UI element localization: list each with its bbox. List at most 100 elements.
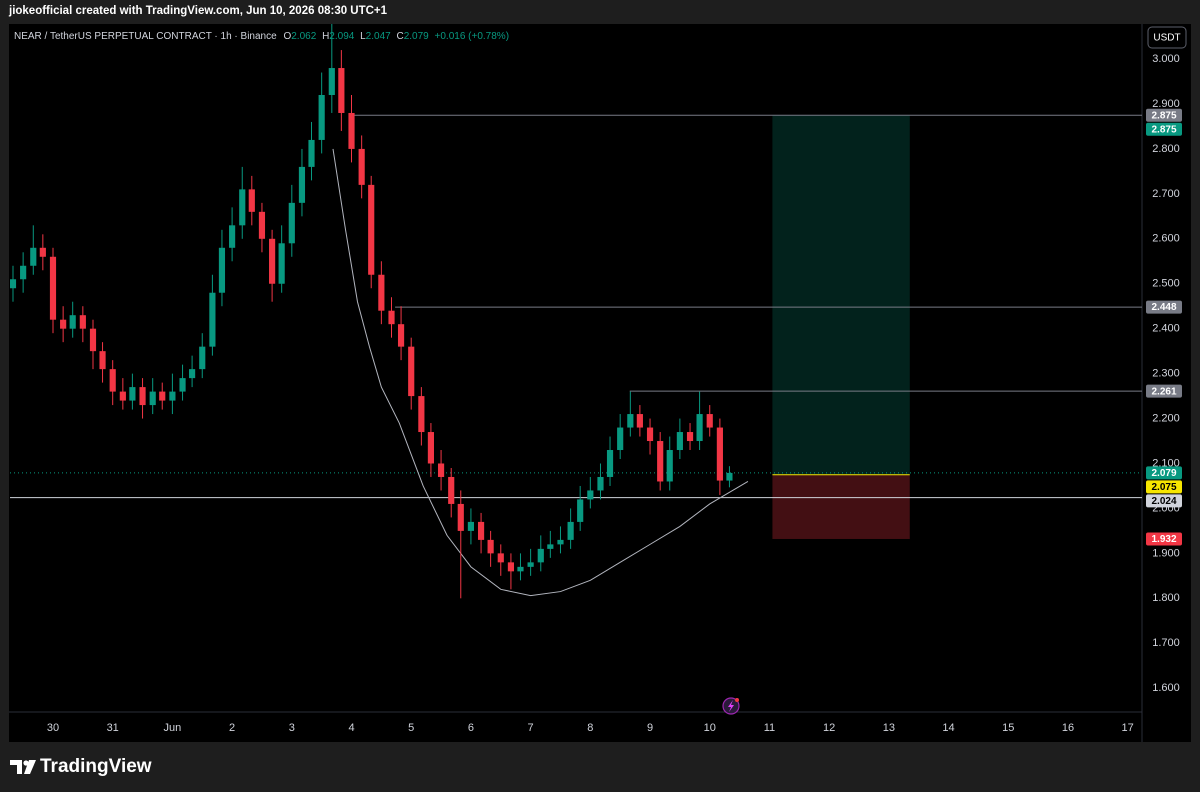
x-tick-label: 11 [764,722,775,734]
x-tick-label: 16 [1062,722,1074,734]
y-tick-label: 2.900 [1152,98,1180,110]
y-tick-label: 3.000 [1152,53,1180,65]
x-tick-label: 30 [47,722,59,734]
candle-body [239,189,246,226]
candle-body [448,476,455,504]
candle-body [159,391,166,401]
candle-body [726,472,733,481]
y-tick-label: 2.100 [1152,457,1180,469]
x-tick-label: 8 [587,722,593,734]
candle-body [129,387,136,401]
x-tick-label: 7 [528,722,534,734]
candle-body [278,243,285,284]
candle-body [338,68,345,113]
y-tick-label: 2.800 [1152,143,1180,155]
chart-area [9,24,1191,742]
y-tick-label: 2.600 [1152,233,1180,245]
price-badge-label: 2.024 [1151,496,1176,507]
candle-body [487,539,494,554]
price-badge [1146,108,1182,122]
candle-body [378,274,385,311]
currency-label[interactable]: USDT [1153,33,1180,44]
candle-body [617,427,624,451]
x-tick-label: 3 [289,722,295,734]
candle-body [60,319,67,329]
candle-body [348,112,355,149]
price-badge [1146,532,1182,546]
ohlc-value: 2.062 [291,31,316,42]
candle-body [606,450,614,477]
candle-body [597,476,604,491]
candle-body [696,414,703,442]
candle-body [408,346,415,397]
ohlc-value: 2.047 [366,31,391,42]
icon-bolt[interactable] [728,700,734,712]
price-badge [1146,466,1182,480]
candle-body [288,202,295,244]
logo-mark [24,760,36,774]
currency-button[interactable] [1147,26,1187,49]
price-badge-label: 1.932 [1151,534,1176,545]
price-badge-label: 2.075 [1151,482,1176,493]
y-tick-label: 1.900 [1152,547,1180,559]
y-tick-label: 1.700 [1152,637,1180,649]
x-tick-label: 17 [1122,722,1134,734]
candle-body [229,225,236,248]
candle-body [457,503,464,531]
curve [332,148,749,597]
candle-body [397,324,405,347]
ohlc-label: O [283,31,291,42]
candle-body [557,539,564,545]
candle-body [109,369,116,392]
x-tick-label: 12 [823,722,835,734]
candle-body [119,391,126,401]
brand-logo [10,760,36,774]
candle-body [189,369,196,379]
candle-body [587,490,594,500]
candle-body [427,432,435,464]
candle-body [318,95,325,140]
candle-body [149,391,156,406]
x-tick-label: 31 [107,722,119,734]
stop-zone [772,474,910,539]
candle-body [10,279,17,289]
price-badge [1146,122,1182,136]
icon-dot[interactable] [735,698,739,702]
price-badge-label: 2.079 [1151,468,1176,479]
logo-mark [10,760,22,774]
y-tick-label: 2.500 [1152,278,1180,290]
x-tick-label: 14 [942,722,954,734]
candle-body [79,315,86,329]
candle-body [437,463,445,477]
candle-body [368,184,375,275]
candle-body [139,387,146,406]
candle-body [298,166,306,203]
symbol-legend: NEAR / TetherUS PERPETUAL CONTRACT · 1h … [14,31,509,42]
candle-body [328,68,335,96]
candle-body [636,414,643,428]
attribution: jiokeofficial created with TradingView.c… [8,5,388,17]
candle-body [199,346,206,370]
candle-body [676,432,683,451]
price-badge [1146,384,1182,398]
candle-body [657,441,664,482]
price-badge-label: 2.875 [1151,124,1176,135]
candle-body [706,414,713,428]
candle-body [627,414,634,428]
candle-body [467,521,475,531]
brand: TradingView [40,756,152,777]
logo-mark [23,760,29,766]
ohlc-label: H [322,31,329,42]
candle-body [49,256,57,320]
candle-body [218,247,226,293]
x-tick-label: 10 [704,722,716,734]
ohlc-value: 2.094 [329,31,354,42]
candle-body [716,427,723,481]
candle-body [477,521,485,540]
y-tick-label: 2.400 [1152,323,1180,335]
x-tick-label: 5 [408,722,414,734]
lightning-icon[interactable] [722,697,740,715]
price-badge [1146,300,1182,314]
candle-body [30,247,37,266]
